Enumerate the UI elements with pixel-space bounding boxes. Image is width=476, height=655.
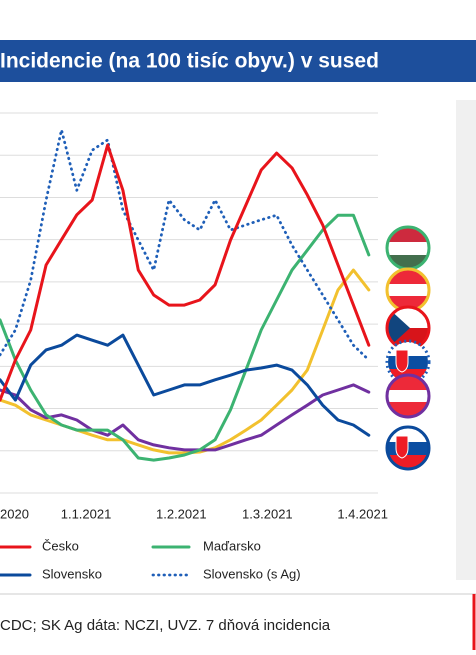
legend-label: Maďarsko <box>203 538 261 553</box>
flags <box>385 225 431 471</box>
flag-hungary <box>385 225 431 271</box>
x-tick-label: 1.3.2021 <box>242 506 293 521</box>
title-bar <box>0 40 476 82</box>
flag-czechia <box>385 305 431 351</box>
x-tick-label: 2020 <box>0 506 29 521</box>
series-line <box>0 333 371 437</box>
series-line <box>0 143 371 402</box>
legend-label: Slovensko (s Ag) <box>203 566 301 581</box>
x-tick-label: 1.1.2021 <box>61 506 112 521</box>
x-tick-label: 1.4.2021 <box>337 506 388 521</box>
flag-slovakia <box>385 425 431 471</box>
chart-title: Incidencie (na 100 tisíc obyv.) v sused <box>0 50 379 73</box>
flag-austria <box>385 267 431 313</box>
flag-purple <box>385 373 431 419</box>
side-panel <box>456 100 476 580</box>
series-line <box>0 383 371 452</box>
legend-label: Slovensko <box>42 566 102 581</box>
series-line <box>0 128 371 362</box>
source: CDC; SK Ag dáta: NCZI, UVZ. 7 dňová inci… <box>0 617 331 634</box>
x-tick-label: 1.2.2021 <box>156 506 207 521</box>
series-line <box>0 213 371 462</box>
legend-label: Česko <box>42 538 79 553</box>
